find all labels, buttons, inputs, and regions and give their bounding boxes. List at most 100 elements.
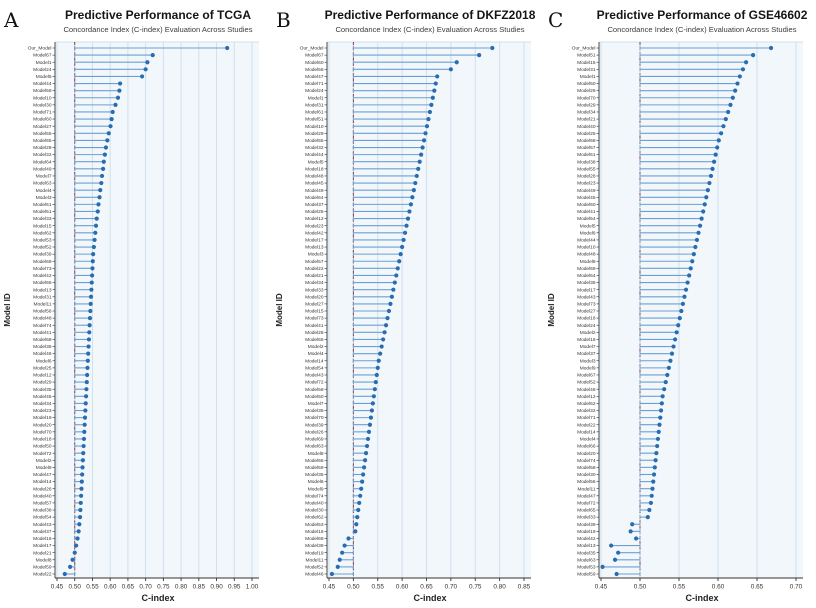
- lollipop-dot: [340, 550, 345, 555]
- lollipop-dot: [679, 308, 684, 314]
- lollipop-dot: [650, 486, 655, 491]
- y-tick-label: Our_Model: [572, 46, 596, 52]
- y-tick-label: Model46: [33, 351, 52, 357]
- lollipop-dot: [429, 102, 434, 107]
- lollipop-dot: [614, 571, 619, 577]
- lollipop-dot: [363, 451, 369, 456]
- lollipop-dot: [145, 60, 150, 65]
- x-tick-label: 0.90: [210, 584, 223, 591]
- y-tick-label: Model11: [305, 557, 323, 563]
- lollipop-dot: [477, 53, 482, 58]
- lollipop-dot: [420, 145, 425, 150]
- lollipop-dot: [645, 515, 650, 520]
- lollipop-dot: [80, 458, 85, 463]
- y-tick-label: Model33: [305, 287, 324, 293]
- y-tick-label: Model8: [308, 451, 324, 457]
- x-tick-label: 0.65: [420, 584, 433, 591]
- lollipop-dot: [660, 394, 665, 399]
- y-tick-label: Model2: [580, 330, 596, 336]
- lollipop-dot: [78, 507, 83, 513]
- y-tick-label: Model48: [577, 252, 596, 258]
- lollipop-dot: [88, 294, 94, 299]
- y-tick-label: Model66: [33, 280, 52, 286]
- y-tick-label: Model3: [580, 358, 596, 364]
- lollipop-dot: [432, 88, 437, 93]
- y-tick-label: Model56: [577, 479, 596, 485]
- lollipop-dot: [86, 351, 91, 356]
- y-tick-label: Model17: [577, 287, 596, 293]
- y-tick-label: Model59: [577, 572, 596, 578]
- lollipop-dot: [82, 415, 88, 420]
- y-tick-label: Model4: [308, 351, 324, 357]
- lollipop-dot: [694, 237, 700, 243]
- lollipop-dot: [433, 81, 438, 86]
- lollipop-dot: [712, 159, 717, 164]
- lollipop-dot: [376, 358, 381, 363]
- lollipop-dot: [100, 166, 106, 171]
- lollipop-dot: [364, 443, 370, 449]
- y-tick-label: Model55: [577, 166, 596, 172]
- lollipop-dot: [410, 195, 415, 200]
- y-tick-label: Model44: [305, 152, 324, 158]
- lollipop-dot: [115, 95, 121, 100]
- lollipop-dot: [91, 252, 96, 257]
- y-tick-label: Model41: [33, 330, 52, 336]
- lollipop-dot: [737, 74, 742, 79]
- lollipop-dot: [421, 138, 427, 143]
- lollipop-dot: [730, 95, 735, 100]
- y-tick-label: Model69: [577, 266, 596, 272]
- lollipop-dot: [103, 145, 109, 150]
- lollipop-dot: [83, 408, 88, 413]
- lollipop-dot: [721, 124, 726, 129]
- lollipop-dot: [367, 422, 373, 427]
- y-tick-label: Model65: [577, 508, 596, 514]
- lollipop-dot: [92, 237, 97, 243]
- lollipop-dot: [373, 379, 378, 385]
- lollipop-dot: [490, 45, 495, 51]
- y-tick-label: Model26: [33, 486, 52, 492]
- lollipop-dot: [99, 180, 104, 186]
- y-tick-label: Model55: [305, 138, 324, 144]
- lollipop-dot: [448, 67, 453, 72]
- y-tick-label: Model43: [577, 294, 596, 300]
- lollipop-dot: [713, 152, 718, 157]
- y-tick-label: Model56: [305, 67, 324, 73]
- lollipop-dot: [394, 273, 399, 278]
- y-tick-label: Model5: [580, 223, 596, 229]
- lollipop-dot: [87, 323, 92, 328]
- x-tick-label: 0.55: [673, 584, 686, 591]
- lollipop-dot: [378, 351, 383, 356]
- y-tick-label: Model45: [305, 181, 324, 187]
- y-tick-label: Model61: [305, 110, 324, 116]
- y-tick-label: Model43: [33, 522, 52, 528]
- x-tick-label: 0.70: [139, 584, 152, 591]
- y-tick-label: Model60: [577, 202, 596, 208]
- lollipop-dot: [106, 131, 111, 136]
- lollipop-dot: [86, 337, 92, 342]
- y-tick-label: Model21: [305, 273, 324, 279]
- y-tick-label: Model1: [36, 60, 52, 66]
- plot-area-tcga: Our_ModelModel67Model1Model24Model5Model…: [28, 41, 259, 591]
- y-tick-label: Model1: [580, 74, 596, 80]
- x-tick-label: 0.65: [751, 584, 764, 591]
- y-tick-label: Model9: [580, 365, 596, 371]
- lollipop-dot: [83, 394, 89, 399]
- lollipop-dot: [81, 436, 87, 442]
- lollipop-dot: [139, 74, 145, 79]
- y-tick-label: Model11: [577, 486, 595, 492]
- x-axis-title-tcga: C-index: [141, 593, 174, 603]
- lollipop-dot: [699, 216, 704, 221]
- lollipop-dot: [368, 415, 374, 420]
- y-tick-label: Model39: [305, 422, 324, 428]
- y-tick-label: Model34: [33, 401, 52, 407]
- x-tick-label: 0.60: [396, 584, 409, 591]
- lollipop-dot: [391, 287, 396, 292]
- lollipop-dot: [78, 500, 83, 506]
- y-tick-label: Model12: [577, 394, 596, 400]
- y-tick-label: Model65: [305, 337, 324, 343]
- lollipop-dot: [225, 45, 230, 51]
- y-tick-label: Model23: [33, 408, 52, 414]
- y-tick-label: Model72: [305, 380, 324, 386]
- y-tick-label: Model31: [33, 294, 52, 300]
- y-tick-label: Model73: [305, 316, 324, 322]
